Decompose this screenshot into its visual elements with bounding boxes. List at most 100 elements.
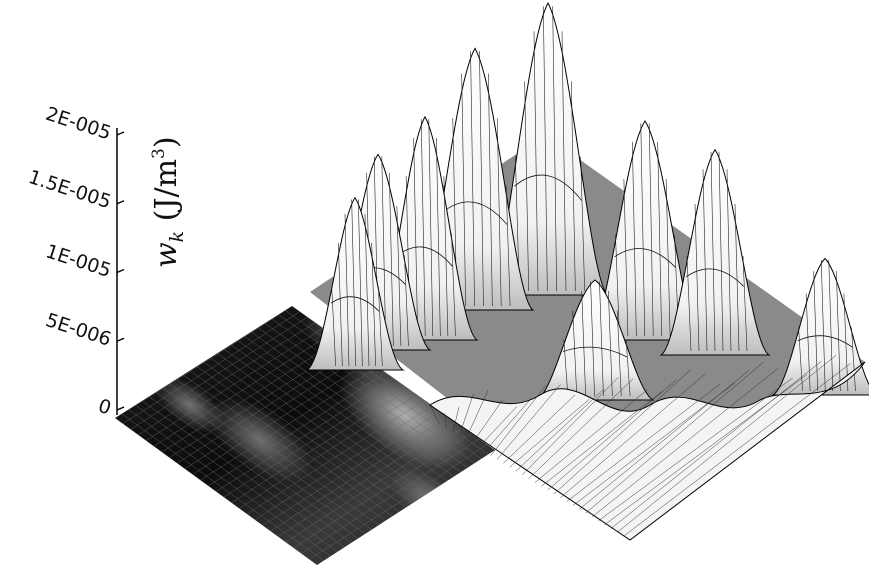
surface-peak <box>305 196 405 371</box>
peak-wire <box>344 213 350 367</box>
grid-line <box>244 335 448 482</box>
peak-wire <box>364 213 370 367</box>
peak-wire <box>843 293 849 392</box>
grid-line <box>138 322 316 436</box>
peak-wire <box>694 203 700 352</box>
grid-line <box>278 422 457 537</box>
z-axis-title-var: w <box>149 242 184 268</box>
peak-wire <box>726 169 732 352</box>
grid-line <box>230 344 434 491</box>
peak-wire <box>608 290 613 397</box>
peak-wire <box>552 6 557 292</box>
z-tick-mark <box>116 200 125 205</box>
band-wire <box>585 361 764 514</box>
peak-wire <box>428 119 434 337</box>
band-wire <box>610 360 822 529</box>
grid-line <box>285 427 464 543</box>
band-wire <box>503 394 576 464</box>
band-wire <box>591 368 779 518</box>
peak-wire <box>404 255 409 347</box>
peak-contour <box>514 174 582 201</box>
grid-line <box>155 391 359 539</box>
band-wire <box>528 378 634 479</box>
grid-line <box>192 361 371 475</box>
peak-wire <box>443 176 449 337</box>
grid-line <box>122 311 300 424</box>
band-wire <box>484 397 532 452</box>
peak-wire <box>571 81 576 292</box>
grid-line <box>262 411 441 526</box>
peak-wire <box>820 259 826 392</box>
grid-line <box>196 366 400 513</box>
grid-line <box>189 370 393 517</box>
band-wire <box>522 376 619 476</box>
grid-line <box>257 327 461 473</box>
grid-line <box>121 413 324 561</box>
peak-wire <box>470 51 475 307</box>
peak-wire <box>378 286 383 367</box>
peak-wire <box>813 271 818 392</box>
peak-wire <box>648 123 654 337</box>
grid-line <box>215 377 394 492</box>
surface-right-peaks <box>305 2 869 541</box>
peak-wire <box>420 119 426 337</box>
peak-wire <box>805 293 811 392</box>
band-wire <box>496 384 561 460</box>
grid-line <box>176 379 379 526</box>
grid-line <box>271 318 475 464</box>
band-wire <box>617 355 837 533</box>
band-wire <box>509 398 590 468</box>
peak-wire <box>563 339 569 397</box>
z-tick-label: 0 <box>95 395 113 420</box>
band-wire <box>515 388 605 472</box>
peak-wire <box>561 31 567 292</box>
z-axis-title-sub: k <box>166 231 188 243</box>
grid-line <box>251 331 455 477</box>
band-wire <box>444 413 447 429</box>
band-wire <box>452 407 460 433</box>
peak-wire <box>615 234 620 337</box>
grid-line <box>301 438 480 554</box>
peak-contour <box>614 248 676 268</box>
band-wire <box>598 377 793 522</box>
grid-line <box>270 416 449 532</box>
band-wire <box>458 393 474 437</box>
surface-peak <box>659 148 771 356</box>
grid-line <box>115 306 293 419</box>
peak-wire <box>665 179 671 337</box>
band-wire <box>541 391 663 487</box>
peak-wire <box>358 199 363 367</box>
z-tick-label: 5E-006 <box>43 309 114 351</box>
band-wire <box>623 363 851 537</box>
grid-line <box>130 316 308 430</box>
grid-line <box>182 374 386 521</box>
band-wire <box>547 379 677 491</box>
peak-wire <box>828 259 834 392</box>
grid-line <box>237 340 441 486</box>
peak-wire <box>623 179 629 337</box>
peak-wire <box>524 81 529 292</box>
grid-line <box>128 409 331 557</box>
grid-line <box>254 405 433 520</box>
z-axis-title-unit: (J/m <box>149 159 184 231</box>
peak-wire <box>686 256 692 352</box>
z-tick-label: 1E-005 <box>43 240 114 282</box>
band-wire <box>534 389 648 483</box>
band-wire <box>477 406 518 449</box>
grid-line <box>203 361 407 508</box>
grid-line <box>142 400 345 548</box>
grid-line <box>285 310 489 455</box>
z-tick-mark <box>116 131 125 136</box>
peak-wire <box>351 199 356 367</box>
peak-wire <box>371 242 376 367</box>
z-axis-ticks: 0 5E-006 1E-005 1.5E-005 2E-005 <box>26 103 125 420</box>
band-wire <box>560 373 706 499</box>
surface-right <box>305 2 869 541</box>
peak-wire <box>389 172 394 347</box>
peak-wire <box>851 327 856 392</box>
peak-wire <box>496 118 502 307</box>
band-wire <box>553 369 692 495</box>
peak-wire <box>413 138 418 337</box>
peak-wire <box>461 73 466 307</box>
